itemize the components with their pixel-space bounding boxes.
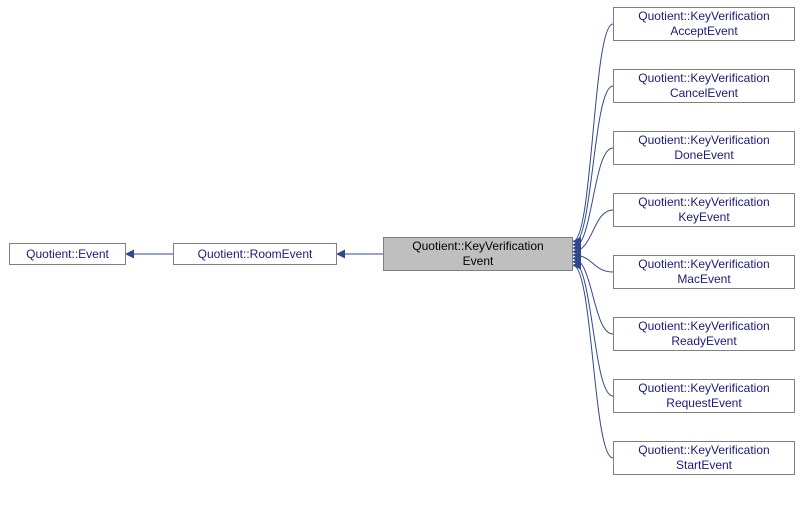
node-mac[interactable]: Quotient::KeyVerificationMacEvent — [613, 255, 795, 289]
edge-cancel-to-kvevent — [573, 86, 613, 245]
node-request[interactable]: Quotient::KeyVerificationRequestEvent — [613, 379, 795, 413]
node-key[interactable]: Quotient::KeyVerificationKeyEvent — [613, 193, 795, 227]
edge-ready-to-kvevent — [573, 258, 613, 334]
node-start-label-1: StartEvent — [676, 458, 732, 473]
node-request-label-0: Quotient::KeyVerification — [638, 381, 769, 396]
node-accept-label-1: AcceptEvent — [670, 24, 737, 39]
edge-start-to-kvevent — [573, 265, 613, 458]
node-accept[interactable]: Quotient::KeyVerificationAcceptEvent — [613, 7, 795, 41]
node-key-label-1: KeyEvent — [678, 210, 729, 225]
node-kvevent-label-0: Quotient::KeyVerification — [412, 239, 543, 254]
node-key-label-0: Quotient::KeyVerification — [638, 195, 769, 210]
node-cancel[interactable]: Quotient::KeyVerificationCancelEvent — [613, 69, 795, 103]
node-roomevent-label-0: Quotient::RoomEvent — [198, 247, 313, 262]
node-kvevent-label-1: Event — [463, 254, 494, 269]
node-ready[interactable]: Quotient::KeyVerificationReadyEvent — [613, 317, 795, 351]
edge-request-to-kvevent — [573, 262, 613, 396]
node-cancel-label-0: Quotient::KeyVerification — [638, 71, 769, 86]
node-mac-label-1: MacEvent — [677, 272, 730, 287]
node-cancel-label-1: CancelEvent — [670, 86, 738, 101]
node-start-label-0: Quotient::KeyVerification — [638, 443, 769, 458]
node-ready-label-1: ReadyEvent — [671, 334, 736, 349]
node-accept-label-0: Quotient::KeyVerification — [638, 9, 769, 24]
inheritance-diagram: Quotient::EventQuotient::RoomEventQuotie… — [0, 0, 804, 509]
node-done-label-1: DoneEvent — [674, 148, 733, 163]
node-ready-label-0: Quotient::KeyVerification — [638, 319, 769, 334]
node-event[interactable]: Quotient::Event — [9, 243, 126, 265]
node-done-label-0: Quotient::KeyVerification — [638, 133, 769, 148]
node-mac-label-0: Quotient::KeyVerification — [638, 257, 769, 272]
node-event-label-0: Quotient::Event — [26, 247, 109, 262]
edge-accept-to-kvevent — [573, 24, 613, 241]
edge-mac-to-kvevent — [573, 255, 613, 272]
node-kvevent[interactable]: Quotient::KeyVerificationEvent — [383, 237, 573, 271]
node-start[interactable]: Quotient::KeyVerificationStartEvent — [613, 441, 795, 475]
node-done[interactable]: Quotient::KeyVerificationDoneEvent — [613, 131, 795, 165]
node-roomevent[interactable]: Quotient::RoomEvent — [173, 243, 337, 265]
node-request-label-1: RequestEvent — [666, 396, 741, 411]
